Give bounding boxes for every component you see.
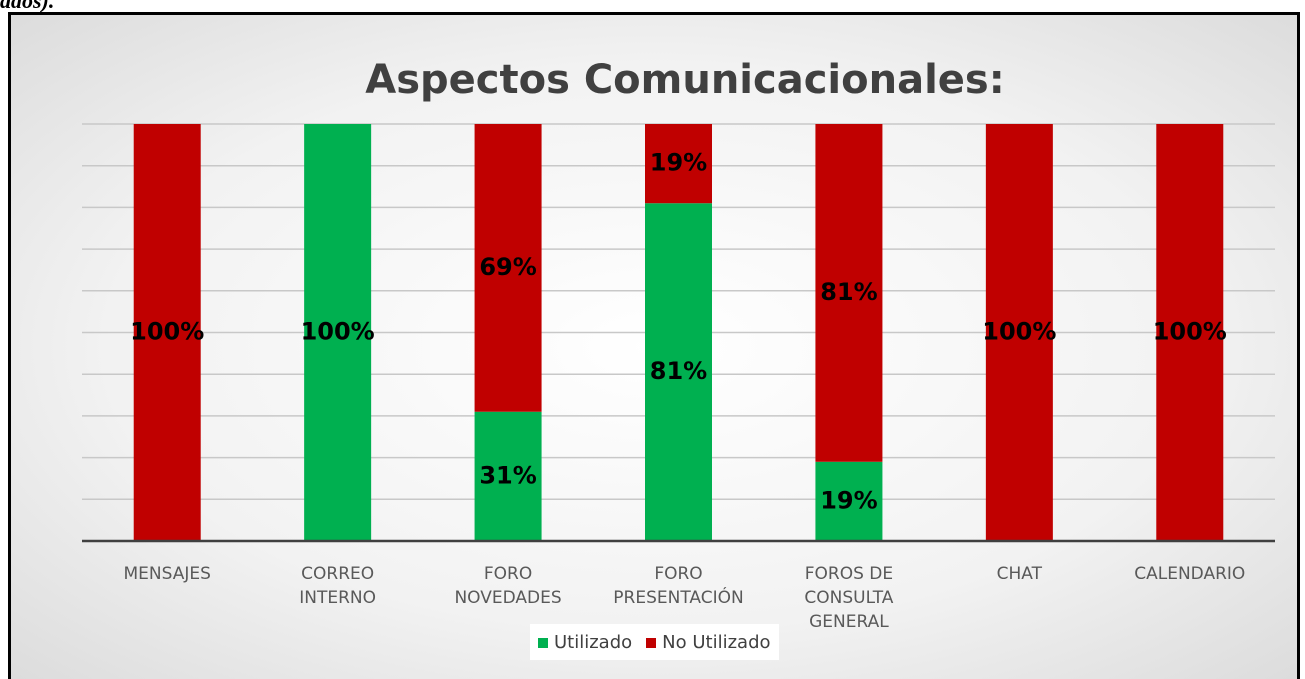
x-tick-label: MENSAJES [123, 564, 211, 584]
x-tick-label: FORO PRESENTACIÓN [613, 564, 744, 608]
bar-segment [133, 124, 201, 541]
caption: ados). [0, 0, 55, 13]
value-label: 19% [650, 149, 707, 177]
bar-segment [985, 124, 1053, 541]
bar-segment [815, 461, 883, 541]
legend-swatch [646, 637, 657, 648]
bar-segment [304, 124, 372, 541]
chart-title: Aspectos Comunicacionales: [365, 57, 1004, 103]
value-label: 81% [650, 357, 707, 385]
x-tick-label: FOROS DE CONSULTA GENERAL [804, 564, 894, 632]
bar-segment [1156, 124, 1224, 541]
bar-segment [645, 203, 712, 542]
bar-segment [474, 124, 542, 412]
value-label: 69% [479, 253, 536, 281]
legend-swatch [538, 637, 548, 648]
bar-segment [474, 411, 542, 541]
x-tick-label: CORREO INTERNO [299, 564, 377, 608]
legend-label: Utilizado [554, 631, 633, 653]
bar-segment [645, 124, 712, 204]
x-tick-label: CHAT [996, 564, 1043, 584]
value-label: 31% [479, 461, 536, 489]
legend-item: Utilizado [538, 632, 632, 653]
legend: Utilizado No Utilizado [530, 624, 779, 660]
value-label: 100% [130, 318, 204, 346]
x-tick-label: CALENDARIO [1134, 564, 1246, 584]
value-label: 81% [820, 278, 877, 306]
legend-item: No Utilizado [646, 631, 771, 653]
value-label: 100% [982, 318, 1056, 346]
legend-label: No Utilizado [662, 631, 771, 653]
x-tick-label: FORO NOVEDADES [454, 564, 562, 608]
value-label: 100% [301, 318, 375, 346]
bar-segment [815, 124, 883, 462]
value-label: 100% [1153, 318, 1227, 346]
value-label: 19% [820, 486, 877, 514]
